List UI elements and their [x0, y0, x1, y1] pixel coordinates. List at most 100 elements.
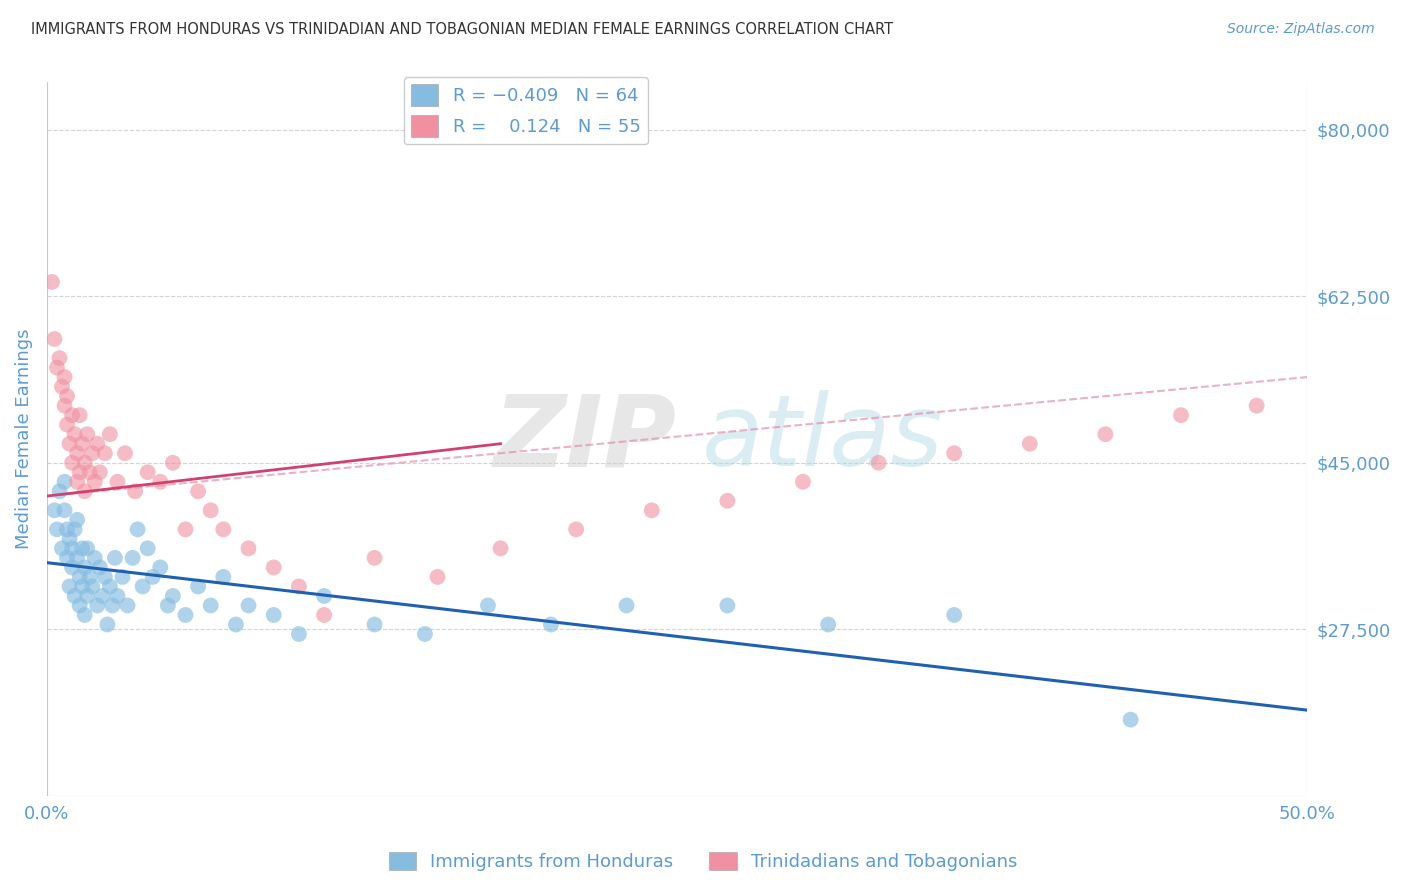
Point — [1119, 713, 1142, 727]
Point — [200, 599, 222, 613]
Point — [117, 599, 139, 613]
Point — [96, 617, 118, 632]
Point — [616, 599, 638, 613]
Point — [263, 607, 285, 622]
Point — [44, 503, 66, 517]
Point — [89, 465, 111, 479]
Point — [792, 475, 814, 489]
Point — [162, 456, 184, 470]
Point — [98, 427, 121, 442]
Point — [868, 456, 890, 470]
Point — [56, 389, 79, 403]
Point — [94, 570, 117, 584]
Point — [79, 465, 101, 479]
Point — [641, 503, 664, 517]
Point — [162, 589, 184, 603]
Point — [238, 599, 260, 613]
Point — [540, 617, 562, 632]
Point — [156, 599, 179, 613]
Point — [131, 579, 153, 593]
Point — [53, 399, 76, 413]
Point — [60, 560, 83, 574]
Point — [73, 560, 96, 574]
Point — [1094, 427, 1116, 442]
Point — [83, 475, 105, 489]
Point — [107, 589, 129, 603]
Point — [187, 484, 209, 499]
Point — [63, 589, 86, 603]
Point — [124, 484, 146, 499]
Point — [149, 475, 172, 489]
Point — [83, 550, 105, 565]
Point — [53, 503, 76, 517]
Point — [63, 427, 86, 442]
Point — [69, 570, 91, 584]
Point — [314, 589, 336, 603]
Point — [101, 599, 124, 613]
Point — [53, 475, 76, 489]
Point — [363, 617, 385, 632]
Point — [200, 503, 222, 517]
Point — [69, 408, 91, 422]
Point — [41, 275, 63, 289]
Point — [107, 475, 129, 489]
Point — [86, 436, 108, 450]
Point — [53, 370, 76, 384]
Point — [288, 579, 311, 593]
Point — [288, 627, 311, 641]
Point — [46, 360, 69, 375]
Point — [212, 522, 235, 536]
Point — [73, 607, 96, 622]
Point — [69, 599, 91, 613]
Point — [66, 550, 89, 565]
Point — [76, 541, 98, 556]
Point — [66, 475, 89, 489]
Point — [58, 436, 80, 450]
Point — [127, 522, 149, 536]
Point — [76, 589, 98, 603]
Text: IMMIGRANTS FROM HONDURAS VS TRINIDADIAN AND TOBAGONIAN MEDIAN FEMALE EARNINGS CO: IMMIGRANTS FROM HONDURAS VS TRINIDADIAN … — [31, 22, 893, 37]
Point — [60, 456, 83, 470]
Point — [82, 579, 104, 593]
Point — [943, 446, 966, 460]
Legend: R = −0.409   N = 64, R =    0.124   N = 55: R = −0.409 N = 64, R = 0.124 N = 55 — [404, 77, 648, 145]
Point — [121, 550, 143, 565]
Point — [60, 408, 83, 422]
Point — [70, 579, 93, 593]
Point — [142, 570, 165, 584]
Point — [91, 589, 114, 603]
Y-axis label: Median Female Earnings: Median Female Earnings — [15, 329, 32, 549]
Text: Source: ZipAtlas.com: Source: ZipAtlas.com — [1227, 22, 1375, 37]
Point — [263, 560, 285, 574]
Point — [46, 522, 69, 536]
Point — [89, 560, 111, 574]
Point — [413, 627, 436, 641]
Point — [1170, 408, 1192, 422]
Point — [1018, 436, 1040, 450]
Text: ZIP: ZIP — [494, 391, 676, 487]
Legend: Immigrants from Honduras, Trinidadians and Tobagonians: Immigrants from Honduras, Trinidadians a… — [381, 845, 1025, 879]
Point — [82, 446, 104, 460]
Point — [136, 465, 159, 479]
Point — [56, 522, 79, 536]
Point — [174, 522, 197, 536]
Point — [363, 550, 385, 565]
Point — [73, 456, 96, 470]
Point — [79, 570, 101, 584]
Point — [48, 351, 70, 365]
Point — [56, 550, 79, 565]
Text: atlas: atlas — [702, 391, 943, 487]
Point — [104, 550, 127, 565]
Point — [73, 484, 96, 499]
Point — [44, 332, 66, 346]
Point — [477, 599, 499, 613]
Point — [76, 427, 98, 442]
Point — [66, 446, 89, 460]
Point — [489, 541, 512, 556]
Point — [149, 560, 172, 574]
Point — [716, 599, 738, 613]
Point — [66, 513, 89, 527]
Point — [70, 436, 93, 450]
Point — [70, 541, 93, 556]
Point — [63, 522, 86, 536]
